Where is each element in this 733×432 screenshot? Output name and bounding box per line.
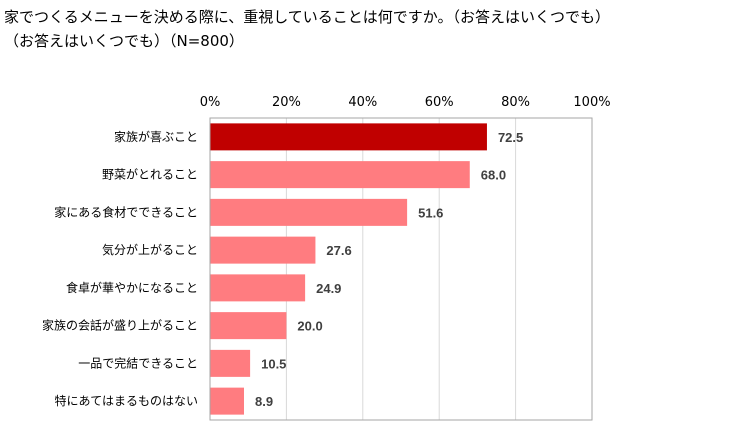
category-label: 家族が喜ぶこと xyxy=(114,129,198,144)
category-labels: 家族が喜ぶこと野菜がとれること家にある食材でできること気分が上がること食卓が華や… xyxy=(42,129,198,408)
value-labels: 72.5 68.0 51.6 27.6 24.9 20.0 10.5 8.9 xyxy=(255,130,523,409)
plot-area-frame xyxy=(209,117,593,421)
bar xyxy=(210,236,316,264)
category-label: 家族の会話が盛り上がること xyxy=(42,318,198,333)
chart-title: 家でつくるメニューを決める際に、重視していることは何ですか。（お答えはいくつでも… xyxy=(4,8,611,26)
x-tick-label: 60% xyxy=(425,95,454,110)
value-label: 72.5 xyxy=(498,130,523,145)
value-label: 10.5 xyxy=(261,356,286,371)
value-label: 24.9 xyxy=(316,281,341,296)
category-label: 気分が上がること xyxy=(102,242,198,257)
bar xyxy=(210,161,470,189)
category-label: 一品で完結できること xyxy=(78,355,198,370)
category-label: 特にあてはまるものはない xyxy=(54,393,198,408)
x-tick-label: 0% xyxy=(200,95,221,110)
value-label: 51.6 xyxy=(418,205,443,220)
x-axis-tick-labels: 0% 20% 40% 60% 80% 100% xyxy=(200,95,611,110)
bar xyxy=(210,387,244,415)
x-tick-label: 100% xyxy=(573,95,610,110)
x-tick-label: 20% xyxy=(272,95,301,110)
value-label: 27.6 xyxy=(326,243,351,258)
bar xyxy=(210,274,306,302)
bar xyxy=(210,312,287,340)
value-label: 68.0 xyxy=(481,168,506,183)
bar xyxy=(210,123,487,151)
x-tick-label: 40% xyxy=(348,95,377,110)
bar xyxy=(210,198,408,226)
bars xyxy=(210,123,487,415)
value-label: 8.9 xyxy=(255,394,273,409)
value-label: 20.0 xyxy=(297,319,322,334)
bar xyxy=(210,349,251,377)
x-tick-label: 80% xyxy=(501,95,530,110)
category-label: 食卓が華やかになること xyxy=(66,280,198,295)
chart-subtitle: （お答えはいくつでも）（N=800） xyxy=(4,32,244,50)
category-label: 野菜がとれること xyxy=(102,167,198,182)
category-label: 家にある食材でできること xyxy=(54,204,198,219)
